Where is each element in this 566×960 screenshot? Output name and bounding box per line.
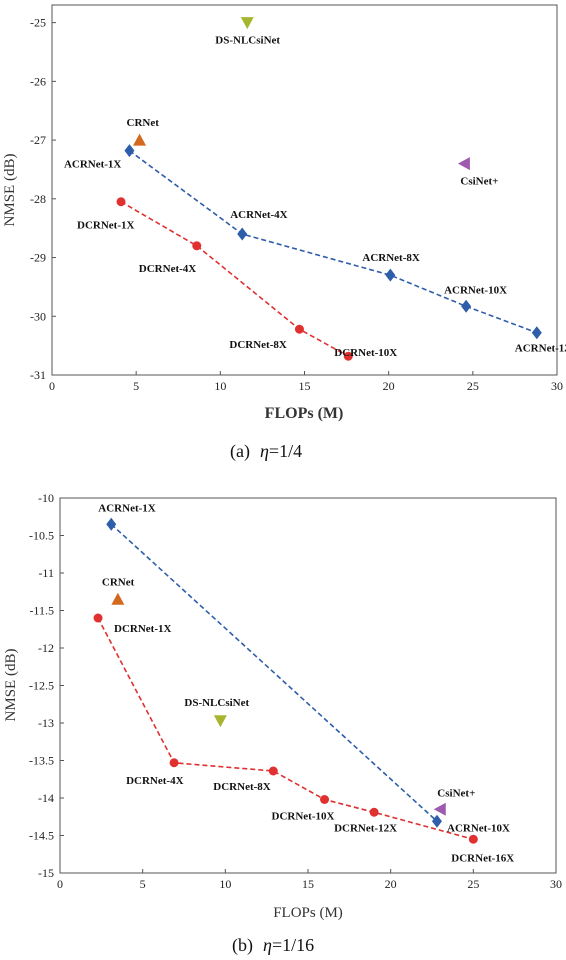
- y-axis-label-b: NMSE (dB): [3, 649, 19, 722]
- csinetplus-marker: [433, 802, 446, 816]
- y-tick-label: -14.5: [29, 829, 54, 843]
- dcrnet-marker: [93, 613, 103, 623]
- point-label: DCRNet-1X: [114, 623, 171, 635]
- y-tick-label: -25: [30, 16, 46, 30]
- point-label: DCRNet-8X: [213, 781, 270, 793]
- x-tick-label: 5: [133, 379, 139, 393]
- dcrnet-line: [97, 617, 474, 841]
- x-axis-label-b: FLOPs (M): [273, 905, 343, 921]
- point-label: DCRNet-10X: [272, 811, 335, 823]
- dcrnet-marker: [294, 324, 304, 334]
- x-tick-label: 15: [302, 877, 314, 891]
- point-label: DCRNet-4X: [126, 775, 183, 787]
- acrnet-line: [110, 523, 438, 822]
- point-label: DS-NLCsiNet: [215, 35, 280, 47]
- x-tick-label: 25: [467, 379, 479, 393]
- acrnet-marker: [106, 517, 117, 531]
- x-tick-label: 0: [49, 379, 55, 393]
- y-axis-label-a: NMSE (dB): [2, 154, 18, 227]
- y-tick-label: -13: [38, 716, 54, 730]
- acrnet-line: [128, 150, 538, 334]
- panel-a: 0 5 10 15 20 25 30 -25 -26 -27 -28 -29 -30 -31 ACRNet…: [2, 4, 566, 462]
- acrnet-marker: [461, 299, 472, 313]
- y-tick-label: -27: [30, 133, 46, 147]
- plot-frame-a: [51, 4, 558, 376]
- caption-b: (b) η=1/16: [232, 935, 314, 956]
- x-tick-label: 10: [214, 379, 226, 393]
- crnet-marker: [111, 592, 125, 605]
- caption-b-value: =1/16: [272, 935, 314, 955]
- point-label: CsiNet+: [460, 176, 498, 188]
- x-tick-label: 20: [383, 379, 395, 393]
- y-tick-label: -11: [38, 566, 54, 580]
- point-label: ACRNet-10X: [447, 822, 510, 834]
- point-label: CsiNet+: [437, 787, 475, 799]
- point-label: ACRNet-10X: [444, 284, 507, 296]
- x-tick-label: 20: [385, 877, 397, 891]
- acrnet-marker: [237, 227, 248, 241]
- point-label: ACRNet-8X: [362, 252, 419, 264]
- y-tick-label: -14: [38, 791, 54, 805]
- x-tick-label: 15: [299, 379, 311, 393]
- acrnet-marker: [385, 268, 396, 282]
- point-label: DCRNet-12X: [334, 822, 397, 834]
- dcrnet-marker: [320, 795, 330, 804]
- dcrnet-marker: [192, 241, 202, 251]
- y-tick-label: -26: [30, 74, 46, 88]
- dcrnet-marker: [268, 766, 278, 776]
- x-tick-label: 30: [550, 877, 562, 891]
- caption-a-prefix: (a): [230, 441, 250, 462]
- caption-a-value: =1/4: [269, 441, 302, 461]
- point-label: ACRNet-4X: [230, 209, 287, 221]
- point-label: DCRNet-4X: [139, 263, 196, 275]
- panel-b: 0 5 10 15 20 25 30 -10 -10.5 -11 -11.5 -12 -12.5 -13 -…: [3, 491, 562, 956]
- point-label: ACRNet-12X: [515, 343, 566, 355]
- y-tick-label: -12: [38, 641, 54, 655]
- x-tick-label: 5: [140, 877, 146, 891]
- x-tick-label: 0: [57, 877, 63, 891]
- point-label: CRNet: [127, 117, 160, 129]
- acrnet-marker: [531, 326, 542, 340]
- crnet-marker: [133, 133, 147, 146]
- acrnet-marker: [431, 814, 442, 828]
- y-tick-label: -10.5: [29, 529, 54, 543]
- dcrnet-marker: [343, 351, 353, 361]
- dsnlcsinet-marker: [240, 17, 254, 30]
- y-tick-label: -10: [38, 491, 54, 505]
- x-axis-label-a: FLOPs (M): [265, 405, 344, 422]
- dsnlcsinet-marker: [213, 715, 227, 728]
- y-tick-label: -15: [38, 866, 54, 880]
- x-tick-label: 10: [219, 877, 231, 891]
- dcrnet-line: [120, 201, 349, 357]
- point-label: DCRNet-10X: [334, 347, 397, 359]
- x-tick-label: 25: [467, 877, 479, 891]
- y-tick-label: -31: [30, 368, 46, 382]
- dcrnet-marker: [468, 834, 478, 844]
- point-label: ACRNet-1X: [64, 159, 121, 171]
- point-label: DCRNet-8X: [229, 339, 286, 351]
- point-label: ACRNet-1X: [98, 502, 155, 514]
- y-tick-label: -11.5: [29, 604, 54, 618]
- dcrnet-marker: [116, 197, 126, 207]
- point-label: DCRNet-1X: [77, 220, 134, 232]
- x-tick-label: 30: [551, 379, 563, 393]
- caption-a: (a) η=1/4: [230, 441, 302, 462]
- y-tick-label: -12.5: [29, 679, 54, 693]
- dcrnet-marker: [169, 758, 179, 768]
- caption-a-symbol: η: [260, 441, 269, 461]
- y-tick-label: -13.5: [29, 754, 54, 768]
- y-tick-label: -30: [30, 309, 46, 323]
- caption-b-prefix: (b): [232, 935, 253, 956]
- dcrnet-marker: [369, 807, 379, 817]
- point-label: DS-NLCsiNet: [184, 697, 249, 709]
- point-label: DCRNet-16X: [451, 852, 514, 864]
- y-tick-label: -29: [30, 251, 46, 265]
- csinetplus-marker: [457, 157, 470, 171]
- acrnet-marker: [124, 144, 135, 158]
- point-label: CRNet: [102, 576, 135, 588]
- y-tick-label: -28: [30, 192, 46, 206]
- caption-b-symbol: η: [263, 935, 272, 955]
